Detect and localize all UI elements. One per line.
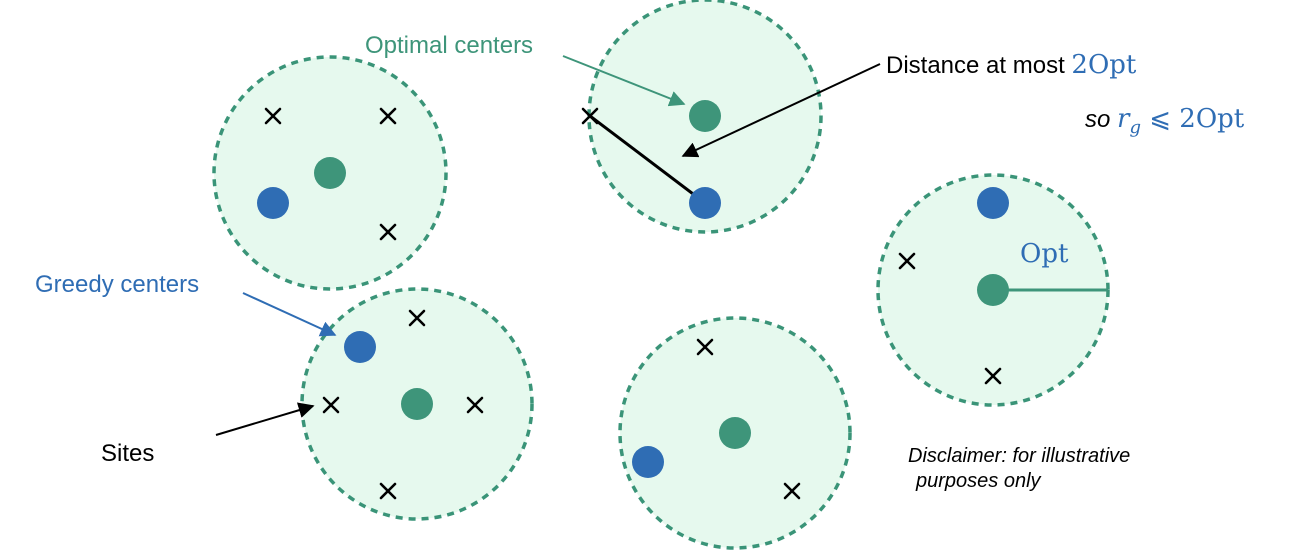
sites-label: Sites (101, 440, 154, 467)
disclaimer-line-1: Disclaimer: for illustrative (908, 445, 1130, 467)
distance-arrow (681, 63, 881, 158)
cross-icon (783, 482, 801, 500)
cross-icon (466, 396, 484, 414)
greedy-center (689, 187, 721, 219)
opt-radius-label: Opt (1020, 239, 1069, 269)
radius-bound-subscript: g (1129, 117, 1141, 138)
cross-icon (581, 107, 599, 125)
optimal-center (977, 274, 1009, 306)
cross-icon (379, 482, 397, 500)
optimal-centers-label: Optimal centers (365, 32, 533, 59)
cross-icon (264, 107, 282, 125)
greedy-center (257, 187, 289, 219)
cross-icon (379, 223, 397, 241)
optimal-center (689, 100, 721, 132)
disclaimer-line-2: purposes only (915, 470, 1042, 492)
optimal-centers (314, 100, 1009, 449)
greedy-center (632, 446, 664, 478)
cross-icon (408, 309, 426, 327)
optimal-center (401, 388, 433, 420)
radius-bound-r: r (1117, 104, 1131, 134)
greedy-centers-label: Greedy centers (35, 271, 199, 298)
distance-label-math: 2Opt (1071, 50, 1137, 80)
radius-bound-prefix: so (1085, 106, 1117, 133)
cross-icon (984, 367, 1002, 385)
radius-bound-relation: ⩽ 2Opt (1141, 104, 1245, 134)
radius-bound-label: so rg ⩽ 2Opt (1085, 104, 1245, 138)
optimal-center (314, 157, 346, 189)
greedy-center (344, 331, 376, 363)
greedy-centers-arrow (242, 292, 337, 337)
sites (264, 107, 1002, 500)
sites-arrow (215, 402, 315, 436)
greedy-center (977, 187, 1009, 219)
greedy-centers (257, 187, 1009, 478)
cross-icon (379, 107, 397, 125)
cross-icon (898, 252, 916, 270)
optimal-centers-arrow (562, 55, 686, 107)
distance-line (589, 114, 706, 205)
optimal-center (719, 417, 751, 449)
distance-label: Distance at most 2Opt (886, 50, 1137, 80)
distance-label-prefix: Distance at most (886, 52, 1071, 79)
cross-icon (322, 396, 340, 414)
cross-icon (696, 338, 714, 356)
